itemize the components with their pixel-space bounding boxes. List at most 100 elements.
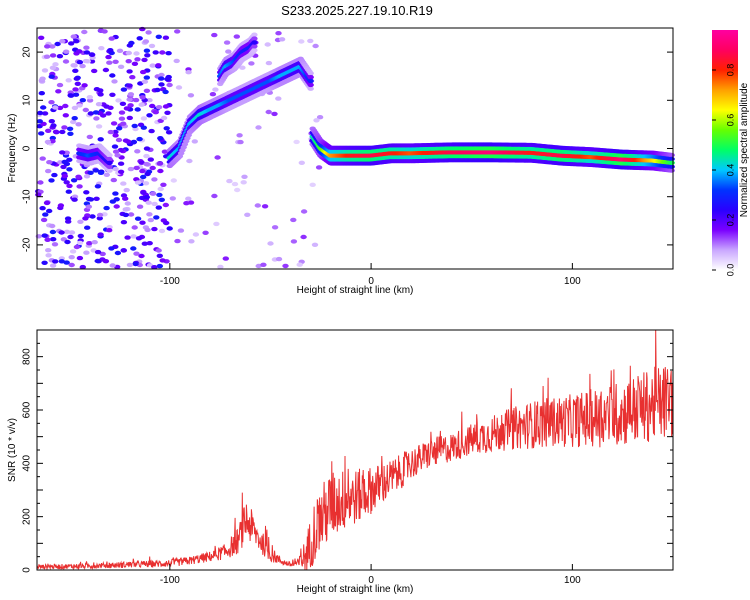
spectrogram-cell: [156, 192, 163, 198]
spectrogram-cell: [42, 212, 49, 217]
spectrogram-cell: [143, 161, 150, 167]
spectrogram-cell: [112, 166, 119, 172]
spectrogram-cell: [135, 236, 143, 241]
spectrogram-cell: [237, 139, 244, 145]
spectrogram-cell: [146, 113, 153, 118]
spectrogram-cell: [111, 79, 118, 84]
spectrogram-cell: [162, 89, 169, 95]
spectrogram-xlabel: Height of straight line (km): [297, 285, 414, 296]
spectrogram-cell: [307, 86, 314, 91]
spectrogram-cell: [49, 223, 56, 229]
figure-title: S233.2025.227.19.10.R19: [281, 3, 433, 18]
spectrogram-cell: [290, 239, 298, 244]
spectrogram-cell: [76, 49, 83, 54]
spectrogram-cell: [52, 259, 59, 264]
spectrogram-cell: [149, 103, 156, 109]
spectrogram-cell: [147, 217, 154, 223]
spectrogram-ytick-label: -20: [22, 237, 33, 252]
spectrogram-cell: [106, 60, 113, 65]
spectrogram-cell: [275, 256, 283, 262]
spectrogram-cell: [46, 208, 53, 214]
spectrogram-cell: [155, 205, 162, 210]
colorbar-label: Normalized spectral amplitude: [739, 82, 750, 217]
spectrogram-cell: [133, 51, 140, 56]
spectrogram-cell: [108, 246, 115, 251]
spectrogram-cell: [126, 83, 133, 88]
spectrogram-ytick-label: 10: [22, 94, 33, 106]
spectrogram-cell: [159, 258, 166, 263]
spectrogram-cell: [105, 54, 112, 60]
spectrogram-cell: [131, 123, 138, 129]
spectrogram-cell: [49, 65, 57, 71]
spectrogram-cell: [48, 74, 55, 79]
spectrogram-cell: [128, 40, 135, 46]
spectrogram-cell: [183, 201, 190, 206]
spectrogram-cell: [76, 255, 84, 261]
spectrogram-cell: [132, 97, 140, 103]
spectrogram-cell: [214, 155, 221, 160]
spectrogram-cell: [177, 228, 185, 233]
spectrogram-cell: [71, 105, 79, 111]
spectrogram-cell: [231, 181, 239, 187]
spectrogram-cell: [63, 180, 70, 185]
spectrogram-cell: [151, 265, 158, 270]
spectrogram-cell: [209, 92, 217, 97]
spectrogram-cell: [123, 187, 130, 193]
spectrogram-cell: [162, 202, 169, 208]
spectrogram-cell: [307, 75, 314, 80]
spectrogram-cell: [140, 125, 147, 130]
spectrogram-cell: [36, 110, 44, 116]
spectrogram-cell: [161, 149, 169, 154]
spectrogram-cell: [162, 35, 170, 40]
spectrogram-cell: [151, 177, 158, 182]
spectrogram-cell: [174, 29, 181, 34]
spectrogram-cell: [261, 204, 269, 209]
spectrogram-cell: [138, 160, 145, 165]
spectrogram-cell: [81, 29, 88, 35]
spectrogram-cell: [311, 242, 319, 247]
spectrogram-cell: [149, 191, 157, 196]
spectrogram-cell: [298, 39, 305, 44]
spectrogram-cell: [147, 157, 154, 162]
spectrogram-cell: [76, 103, 83, 108]
spectrogram-ytick-label: 0: [22, 145, 33, 151]
colorbar-ticks: 0.0 0.2 0.4 0.6 0.8: [712, 64, 735, 277]
spectrogram-cell: [133, 165, 140, 171]
spectrogram-cell: [39, 76, 46, 81]
spectrogram-cell: [45, 248, 52, 253]
spectrogram-cell: [300, 209, 308, 214]
spectrogram-cell: [89, 214, 96, 219]
spectrogram-cell: [222, 256, 229, 261]
spectrogram-cell: [148, 43, 156, 49]
snr-ylabel: SNR (10 * v/v): [7, 418, 18, 482]
spectrogram-cell: [102, 259, 110, 264]
spectrogram-cell: [97, 137, 104, 142]
spectrogram-cell: [309, 182, 316, 187]
spectrogram-cell: [112, 129, 119, 135]
spectrogram-cell: [146, 212, 153, 217]
spectrogram-cell: [226, 178, 233, 184]
spectrogram-cell: [79, 63, 86, 69]
spectrogram-cell: [56, 54, 64, 59]
spectrogram-cell: [267, 241, 274, 246]
spectrogram-cell: [264, 42, 271, 47]
spectrogram-cell: [106, 168, 113, 173]
spectrogram-cell: [133, 251, 140, 256]
snr-panel: -100 0 100 0 200 400 600 800 Height of straight…: [7, 329, 674, 595]
spectrogram-cell: [122, 212, 129, 218]
spectrogram-cell: [116, 126, 123, 131]
spectrogram-cell: [86, 95, 94, 100]
spectrogram-cell: [164, 110, 171, 116]
spectrogram-cell: [127, 103, 134, 108]
spectrogram-cell: [143, 48, 151, 53]
spectrogram-cell: [139, 95, 146, 100]
spectrogram-cell: [91, 240, 98, 245]
spectrogram-cells: [35, 26, 675, 270]
spectrogram-cell: [225, 49, 232, 54]
spectrogram-cell: [120, 181, 127, 186]
spectrogram-cell: [123, 106, 131, 111]
colorbar-tick-label: 0.6: [725, 114, 735, 127]
colorbar-tick-label: 0.0: [725, 264, 735, 277]
spectrogram-cell: [142, 181, 150, 186]
spectrogram-cell: [271, 225, 279, 230]
